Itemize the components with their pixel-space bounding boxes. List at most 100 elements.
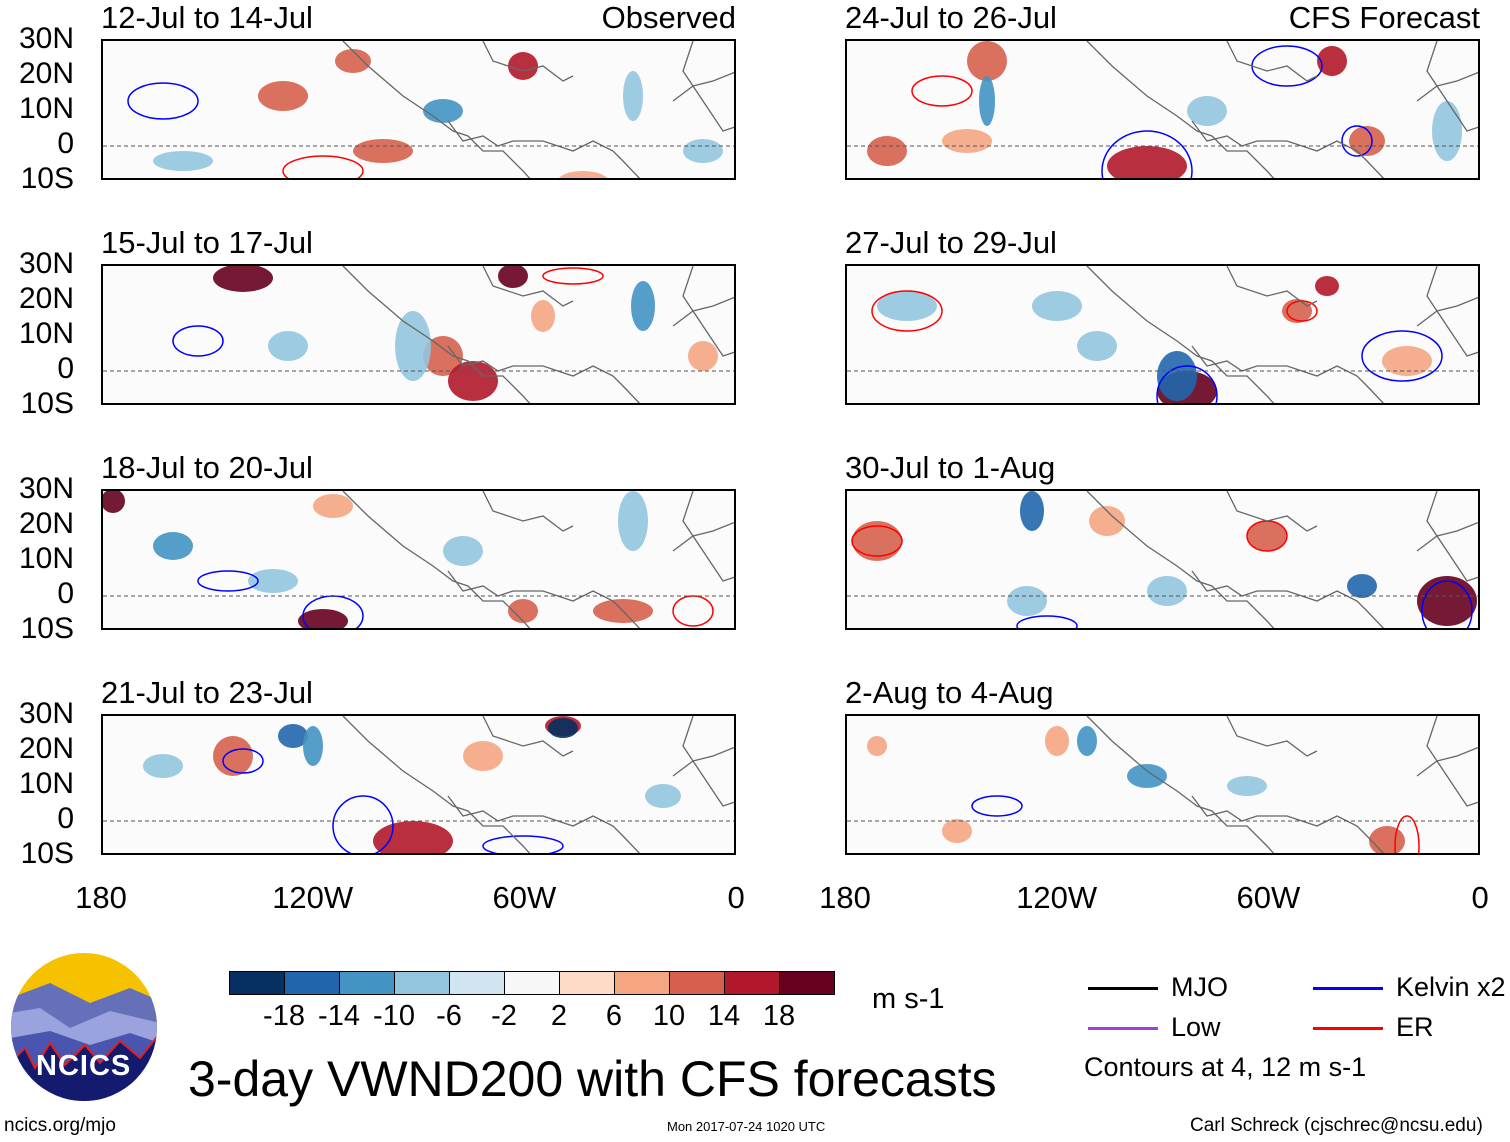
- kelvin-contour: [1101, 130, 1193, 178]
- lat-tick-label: 20N: [18, 507, 74, 540]
- er-contour: [282, 155, 364, 178]
- anomaly-shading: [335, 49, 371, 73]
- anomaly-shading: [1077, 331, 1117, 361]
- forecast-header: CFS Forecast: [1288, 0, 1480, 35]
- anomaly-shading: [559, 171, 607, 178]
- lat-tick-label: 20N: [18, 282, 74, 315]
- anomaly-shading: [1432, 101, 1462, 161]
- kelvin-contour: [1341, 125, 1373, 157]
- anomaly-shading: [463, 741, 503, 771]
- anomaly-shading: [303, 726, 323, 766]
- lat-tick-label: 0: [57, 802, 74, 835]
- anomaly-shading: [1349, 126, 1385, 156]
- kelvin-contour: [222, 748, 264, 774]
- panel-title-p3: 18-Jul to 20-Jul: [101, 450, 313, 485]
- anomaly-shading: [1315, 276, 1339, 296]
- footer-url[interactable]: ncics.org/mjo: [4, 1115, 116, 1136]
- anomaly-shading: [213, 736, 253, 776]
- legend-line: [1088, 987, 1158, 990]
- anomaly-shading: [877, 291, 937, 321]
- anomaly-shading: [1020, 491, 1044, 531]
- colorbar-swatch: [669, 971, 725, 995]
- kelvin-contour: [1361, 330, 1443, 382]
- colorbar-swatch: [449, 971, 505, 995]
- legend-label: ER: [1396, 1012, 1434, 1042]
- legend-label: MJO: [1171, 972, 1228, 1002]
- anomaly-shading: [278, 724, 308, 748]
- lat-tick-label: 20N: [18, 57, 74, 90]
- kelvin-contour: [1156, 365, 1218, 403]
- kelvin-contour: [197, 570, 259, 592]
- colorbar-label: -18: [263, 1000, 305, 1032]
- map-panel-p3: [101, 489, 736, 630]
- colorbar-label: -14: [318, 1000, 360, 1032]
- lon-tick-label: 60W: [1236, 880, 1301, 915]
- lat-tick-label: 30N: [18, 247, 74, 280]
- colorbar-swatch: [394, 971, 450, 995]
- anomaly-shading: [1247, 521, 1287, 551]
- anomaly-shading: [1045, 726, 1069, 756]
- colorbar-swatch: [229, 971, 285, 995]
- lat-tick-label: 10S: [20, 837, 74, 870]
- colorbar-label: 6: [605, 1000, 623, 1032]
- anomaly-shading: [423, 99, 463, 123]
- anomaly-shading: [1032, 291, 1082, 321]
- anomaly-shading: [631, 281, 655, 331]
- anomaly-shading: [373, 821, 453, 853]
- anomaly-shading: [1089, 506, 1125, 536]
- kelvin-contour: [482, 835, 564, 853]
- anomaly-shading: [979, 76, 995, 126]
- lat-tick-label: 10N: [18, 92, 74, 125]
- kelvin-contour: [1421, 580, 1473, 628]
- anomaly-shading: [443, 536, 483, 566]
- anomaly-shading: [1127, 764, 1167, 788]
- anomaly-shading: [268, 331, 308, 361]
- lat-tick-label: 10S: [20, 612, 74, 645]
- colorbar-swatch: [504, 971, 560, 995]
- legend-line: [1313, 1027, 1383, 1030]
- lat-tick-label: 30N: [18, 472, 74, 505]
- kelvin-contour: [332, 795, 394, 853]
- colorbar-swatch: [559, 971, 615, 995]
- lon-tick-label: 0: [1471, 880, 1489, 915]
- map-panel-p6: [845, 264, 1480, 405]
- panel-title-p7: 30-Jul to 1-Aug: [845, 450, 1056, 485]
- colorbar-label: 14: [707, 1000, 741, 1032]
- map-panel-p7: [845, 489, 1480, 630]
- anomaly-shading: [1382, 346, 1432, 376]
- kelvin-contour: [1016, 615, 1078, 628]
- panel-title-p6: 27-Jul to 29-Jul: [845, 225, 1057, 260]
- anomaly-shading: [103, 491, 125, 513]
- colorbar-swatch: [284, 971, 340, 995]
- legend-line: [1088, 1027, 1158, 1030]
- er-contour: [542, 267, 604, 285]
- anomaly-shading: [618, 491, 648, 551]
- anomaly-shading: [531, 300, 555, 332]
- anomaly-shading: [508, 52, 538, 80]
- lat-tick-label: 30N: [18, 697, 74, 730]
- anomaly-shading: [1147, 576, 1187, 606]
- er-contour: [911, 75, 973, 107]
- map-panel-p1: [101, 39, 736, 180]
- coastline: [1086, 266, 1478, 403]
- anomaly-shading: [313, 494, 353, 518]
- anomaly-shading: [1227, 776, 1267, 796]
- anomaly-shading: [867, 136, 907, 166]
- lon-tick-label: 120W: [272, 880, 354, 915]
- contour-note: Contours at 4, 12 m s-1: [1084, 1052, 1367, 1082]
- lat-tick-label: 0: [57, 127, 74, 160]
- kelvin-contour: [302, 595, 364, 628]
- anomaly-shading: [143, 754, 183, 778]
- colorbar-swatch: [724, 971, 780, 995]
- lat-tick-label: 0: [57, 577, 74, 610]
- coastline: [342, 716, 734, 853]
- coastline: [342, 266, 734, 403]
- anomaly-shading: [623, 71, 643, 121]
- coastline: [342, 41, 734, 178]
- er-contour: [851, 525, 903, 557]
- lat-tick-label: 10S: [20, 387, 74, 420]
- logo-text: NCICS: [36, 1050, 132, 1082]
- anomaly-shading: [548, 718, 578, 738]
- anomaly-shading: [153, 532, 193, 560]
